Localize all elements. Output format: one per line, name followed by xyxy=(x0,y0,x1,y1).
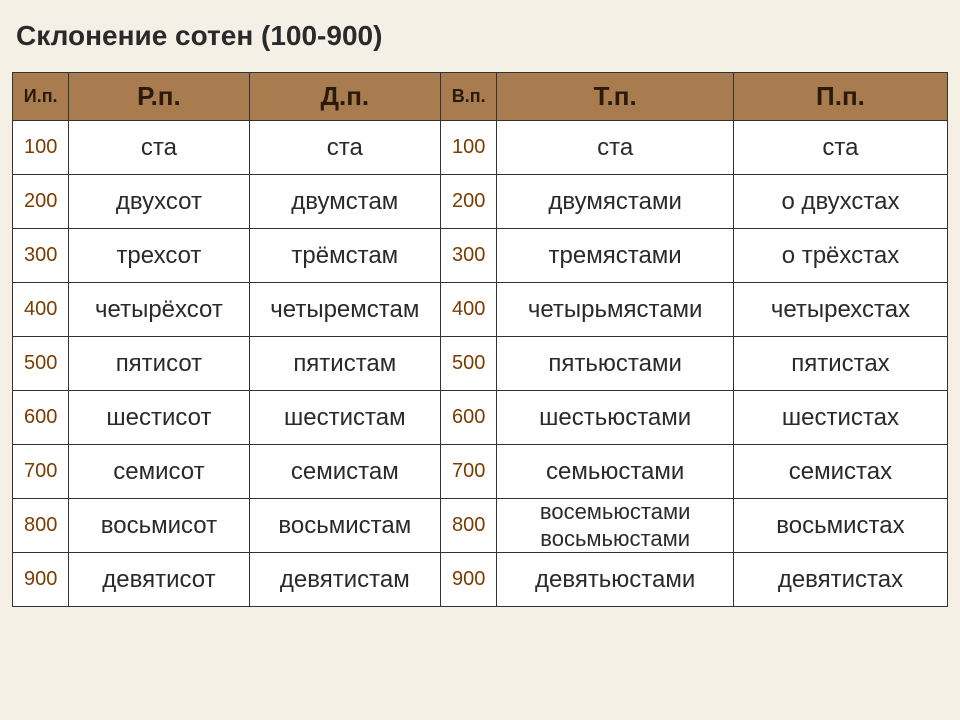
table-row: 600 шестисот шестистам 600 шестьюстами ш… xyxy=(13,391,948,445)
table-row: 200 двухсот двумстам 200 двумястами о дв… xyxy=(13,175,948,229)
cell-vp: 700 xyxy=(441,445,497,499)
cell-vp: 800 xyxy=(441,499,497,553)
col-header-tp: Т.п. xyxy=(497,73,734,121)
cell-ip: 200 xyxy=(13,175,69,229)
cell-tp: ста xyxy=(497,121,734,175)
cell-rp: пятисот xyxy=(69,337,249,391)
cell-rp: ста xyxy=(69,121,249,175)
cell-ip: 100 xyxy=(13,121,69,175)
table-row: 400 четырёхсот четыремстам 400 четырьмяс… xyxy=(13,283,948,337)
cell-vp: 400 xyxy=(441,283,497,337)
cell-ip: 300 xyxy=(13,229,69,283)
table-row: 500 пятисот пятистам 500 пятьюстами пяти… xyxy=(13,337,948,391)
cell-vp: 600 xyxy=(441,391,497,445)
cell-pp: шестистах xyxy=(733,391,947,445)
cell-vp: 200 xyxy=(441,175,497,229)
cell-vp: 900 xyxy=(441,553,497,607)
table-header-row: И.п. Р.п. Д.п. В.п. Т.п. П.п. xyxy=(13,73,948,121)
table-row: 300 трехсот трёмстам 300 тремястами о тр… xyxy=(13,229,948,283)
cell-pp: семистах xyxy=(733,445,947,499)
cell-ip: 900 xyxy=(13,553,69,607)
cell-pp: ста xyxy=(733,121,947,175)
cell-dp: шестистам xyxy=(249,391,441,445)
page-title: Склонение сотен (100-900) xyxy=(16,20,948,52)
cell-rp: восьмисот xyxy=(69,499,249,553)
table-row: 800 восьмисот восьмистам 800 восемьюстам… xyxy=(13,499,948,553)
table-row: 100 ста ста 100 ста ста xyxy=(13,121,948,175)
cell-dp: двумстам xyxy=(249,175,441,229)
cell-pp: пятистах xyxy=(733,337,947,391)
cell-dp: трёмстам xyxy=(249,229,441,283)
cell-tp: шестьюстами xyxy=(497,391,734,445)
col-header-rp: Р.п. xyxy=(69,73,249,121)
col-header-ip: И.п. xyxy=(13,73,69,121)
col-header-pp: П.п. xyxy=(733,73,947,121)
cell-dp: семистам xyxy=(249,445,441,499)
cell-vp: 500 xyxy=(441,337,497,391)
table-row: 900 девятисот девятистам 900 девятьюстам… xyxy=(13,553,948,607)
cell-ip: 400 xyxy=(13,283,69,337)
table-row: 700 семисот семистам 700 семьюстами семи… xyxy=(13,445,948,499)
cell-pp: о двухстах xyxy=(733,175,947,229)
cell-dp: пятистам xyxy=(249,337,441,391)
cell-tp: четырьмястами xyxy=(497,283,734,337)
cell-vp: 100 xyxy=(441,121,497,175)
cell-rp: девятисот xyxy=(69,553,249,607)
table-body: 100 ста ста 100 ста ста 200 двухсот двум… xyxy=(13,121,948,607)
cell-rp: трехсот xyxy=(69,229,249,283)
cell-dp: восьмистам xyxy=(249,499,441,553)
cell-tp: пятьюстами xyxy=(497,337,734,391)
cell-rp: четырёхсот xyxy=(69,283,249,337)
cell-rp: семисот xyxy=(69,445,249,499)
cell-rp: двухсот xyxy=(69,175,249,229)
cell-dp: ста xyxy=(249,121,441,175)
cell-vp: 300 xyxy=(441,229,497,283)
cell-pp: четырехстах xyxy=(733,283,947,337)
cell-ip: 500 xyxy=(13,337,69,391)
cell-pp: о трёхстах xyxy=(733,229,947,283)
cell-tp: тремястами xyxy=(497,229,734,283)
col-header-dp: Д.п. xyxy=(249,73,441,121)
declension-table: И.п. Р.п. Д.п. В.п. Т.п. П.п. 100 ста ст… xyxy=(12,72,948,607)
cell-tp: семьюстами xyxy=(497,445,734,499)
cell-ip: 800 xyxy=(13,499,69,553)
cell-tp: восемьюстамивосьмьюстами xyxy=(497,499,734,553)
cell-pp: девятистах xyxy=(733,553,947,607)
col-header-vp: В.п. xyxy=(441,73,497,121)
cell-tp: девятьюстами xyxy=(497,553,734,607)
cell-dp: четыремстам xyxy=(249,283,441,337)
cell-ip: 700 xyxy=(13,445,69,499)
cell-tp: двумястами xyxy=(497,175,734,229)
cell-pp: восьмистах xyxy=(733,499,947,553)
cell-rp: шестисот xyxy=(69,391,249,445)
cell-dp: девятистам xyxy=(249,553,441,607)
cell-ip: 600 xyxy=(13,391,69,445)
